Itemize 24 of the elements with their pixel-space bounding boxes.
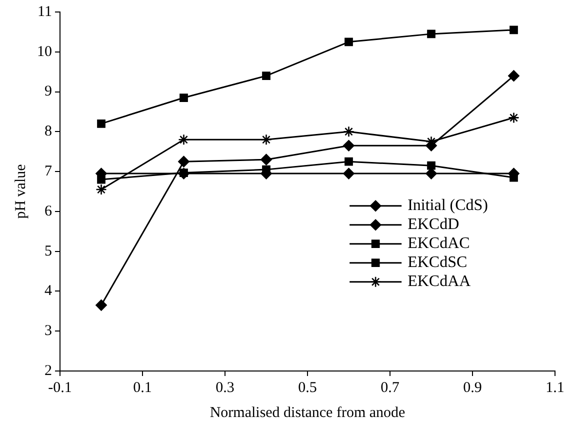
x-axis-title: Normalised distance from anode: [210, 404, 406, 421]
legend-label: EKCdAC: [408, 235, 470, 252]
y-tick-label: 6: [44, 203, 52, 220]
y-tick-label: 3: [44, 323, 52, 340]
y-tick-label: 8: [44, 124, 52, 140]
x-tick-label: 0.7: [380, 380, 400, 396]
legend-label: Initial (CdS): [408, 197, 488, 214]
legend-label: EKCdSC: [408, 254, 468, 272]
x-tick-label: 0.1: [133, 380, 152, 396]
y-tick-label: 11: [38, 4, 52, 20]
legend-label: EKCdAA: [408, 273, 472, 290]
x-tick-label: 0.3: [216, 380, 234, 396]
y-tick-label: 9: [44, 84, 52, 100]
y-tick-label: 7: [44, 163, 52, 180]
x-tick-label: 1.1: [546, 380, 564, 396]
y-tick-label: 5: [44, 243, 52, 260]
x-tick-label: 0.5: [298, 380, 317, 396]
y-tick-label: 10: [37, 44, 52, 60]
y-axis-title: pH value: [12, 164, 29, 219]
y-tick-label: 4: [44, 283, 52, 300]
x-tick-label: 0.9: [463, 380, 482, 396]
legend-label: EKCdD: [408, 216, 460, 234]
x-tick-label: -0.1: [48, 380, 72, 396]
y-tick-label: 2: [44, 362, 52, 379]
